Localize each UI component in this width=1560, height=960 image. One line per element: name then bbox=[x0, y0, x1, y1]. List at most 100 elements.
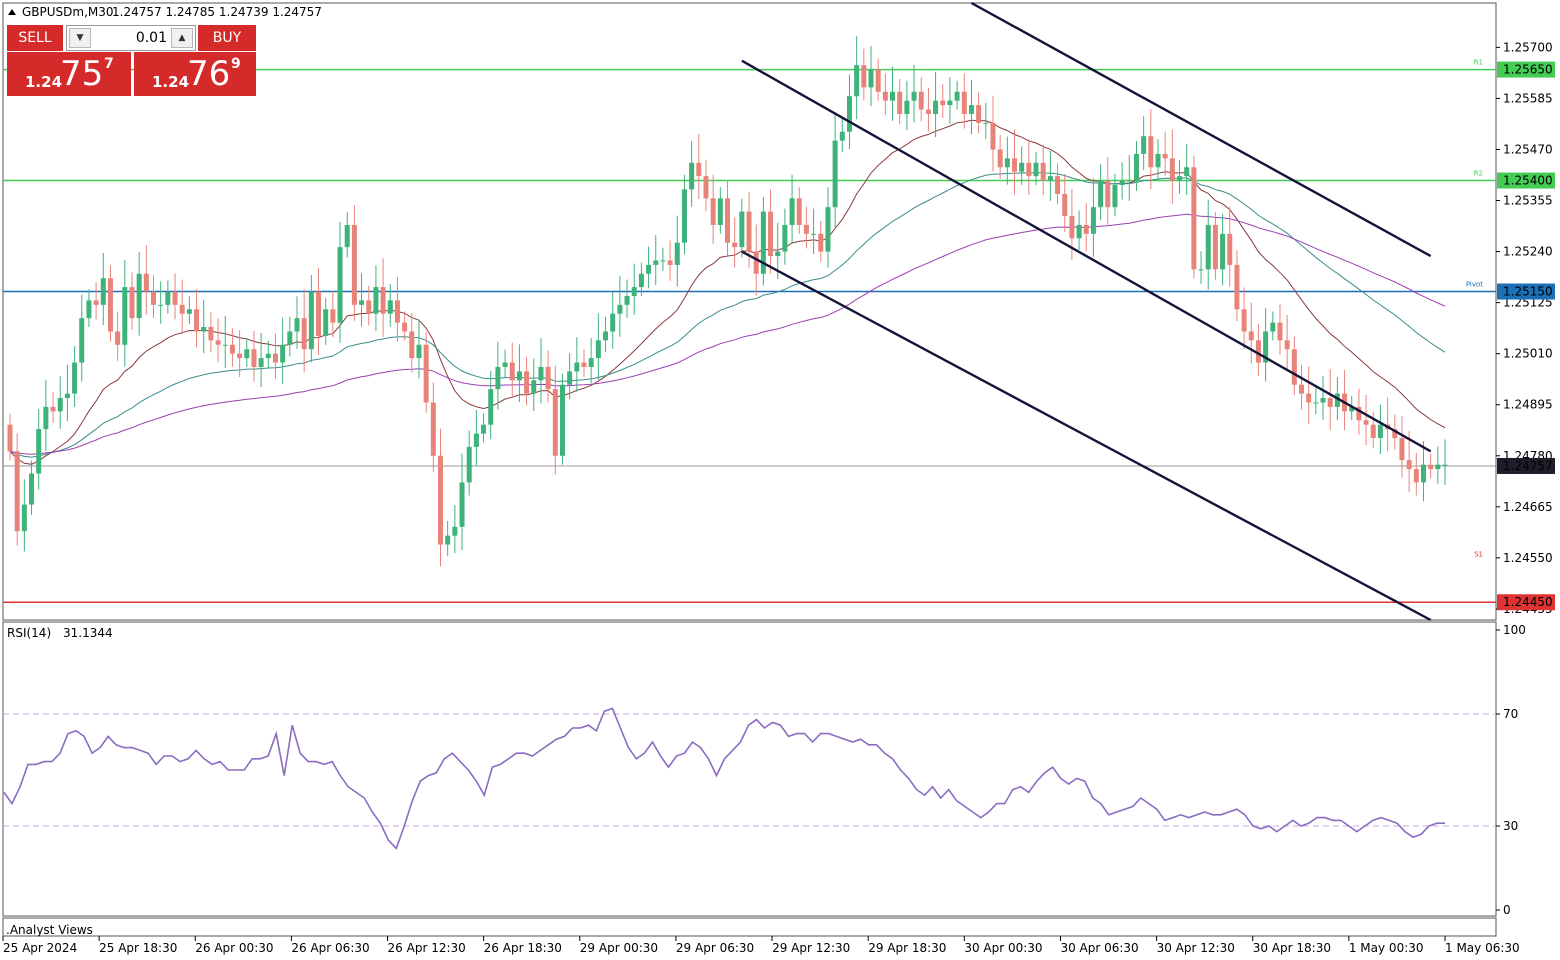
candle-body[interactable] bbox=[976, 105, 982, 123]
candle-body[interactable] bbox=[143, 273, 149, 292]
candle-body[interactable] bbox=[818, 233, 824, 252]
chevron-up-icon[interactable]: ▲ bbox=[171, 28, 193, 48]
candle-body[interactable] bbox=[244, 349, 250, 359]
candle-body[interactable] bbox=[459, 482, 465, 527]
candle-body[interactable] bbox=[1270, 322, 1276, 332]
candle-body[interactable] bbox=[1047, 176, 1053, 181]
candle-body[interactable] bbox=[509, 362, 515, 381]
candle-body[interactable] bbox=[502, 362, 508, 367]
candle-body[interactable] bbox=[29, 473, 35, 505]
candle-body[interactable] bbox=[1299, 384, 1304, 394]
candle-body[interactable] bbox=[308, 291, 314, 350]
candle-body[interactable] bbox=[875, 69, 881, 92]
candle-body[interactable] bbox=[739, 211, 745, 248]
candle-body[interactable] bbox=[1026, 162, 1032, 177]
candle-body[interactable] bbox=[21, 504, 27, 532]
candle-body[interactable] bbox=[882, 91, 888, 101]
candle-body[interactable] bbox=[954, 91, 960, 101]
candle-body[interactable] bbox=[359, 300, 365, 305]
candle-body[interactable] bbox=[1169, 158, 1175, 181]
candle-body[interactable] bbox=[574, 362, 580, 372]
candle-body[interactable] bbox=[416, 344, 422, 359]
channel-line[interactable] bbox=[741, 250, 1432, 622]
candle-body[interactable] bbox=[1349, 406, 1355, 412]
candle-body[interactable] bbox=[925, 109, 931, 114]
candle-body[interactable] bbox=[710, 198, 716, 225]
candle-body[interactable] bbox=[100, 278, 106, 305]
candle-body[interactable] bbox=[897, 91, 903, 114]
candle-body[interactable] bbox=[839, 131, 845, 141]
candle-body[interactable] bbox=[696, 162, 702, 177]
candle-body[interactable] bbox=[438, 455, 443, 545]
channel-line[interactable] bbox=[970, 1, 1432, 258]
candle-body[interactable] bbox=[1076, 224, 1082, 239]
candle-body[interactable] bbox=[72, 362, 78, 394]
candle-body[interactable] bbox=[1284, 340, 1290, 350]
candle-body[interactable] bbox=[1105, 180, 1111, 208]
candle-body[interactable] bbox=[545, 366, 551, 390]
candle-body[interactable] bbox=[1428, 464, 1434, 470]
candle-body[interactable] bbox=[1277, 322, 1283, 341]
candles[interactable] bbox=[7, 36, 1448, 567]
candle-body[interactable] bbox=[7, 424, 13, 452]
candle-body[interactable] bbox=[251, 349, 257, 367]
candle-body[interactable] bbox=[782, 224, 788, 252]
candle-body[interactable] bbox=[588, 358, 594, 367]
candle-body[interactable] bbox=[904, 100, 910, 114]
candle-body[interactable] bbox=[1012, 158, 1017, 172]
candle-body[interactable] bbox=[961, 91, 967, 114]
candle-body[interactable] bbox=[768, 211, 774, 257]
candle-body[interactable] bbox=[1033, 162, 1039, 177]
candle-body[interactable] bbox=[43, 406, 49, 430]
candle-body[interactable] bbox=[603, 331, 609, 341]
lot-size-stepper[interactable]: ▼ 0.01 ▲ bbox=[66, 25, 196, 51]
candle-body[interactable] bbox=[516, 371, 522, 381]
candle-body[interactable] bbox=[617, 304, 623, 314]
candle-body[interactable] bbox=[1112, 184, 1118, 208]
candle-body[interactable] bbox=[107, 278, 113, 332]
candle-body[interactable] bbox=[1306, 393, 1312, 403]
candle-body[interactable] bbox=[1420, 464, 1426, 483]
candle-body[interactable] bbox=[1141, 136, 1147, 154]
candle-body[interactable] bbox=[280, 344, 286, 363]
candle-body[interactable] bbox=[466, 446, 472, 483]
candle-body[interactable] bbox=[674, 242, 680, 265]
candle-body[interactable] bbox=[50, 406, 56, 412]
candle-body[interactable] bbox=[947, 100, 953, 106]
candle-body[interactable] bbox=[689, 162, 695, 190]
candle-body[interactable] bbox=[79, 318, 85, 363]
candle-body[interactable] bbox=[366, 300, 372, 314]
candle-body[interactable] bbox=[1370, 424, 1376, 439]
candle-body[interactable] bbox=[703, 176, 709, 199]
buy-button[interactable]: BUY bbox=[198, 25, 256, 51]
candle-body[interactable] bbox=[717, 198, 723, 225]
candle-body[interactable] bbox=[1004, 158, 1010, 168]
candle-body[interactable] bbox=[552, 389, 558, 456]
candle-body[interactable] bbox=[93, 300, 99, 305]
candle-body[interactable] bbox=[1313, 402, 1319, 404]
candle-body[interactable] bbox=[430, 402, 436, 456]
candle-body[interactable] bbox=[595, 340, 601, 359]
candle-body[interactable] bbox=[997, 149, 1003, 168]
candle-body[interactable] bbox=[624, 295, 630, 305]
candle-body[interactable] bbox=[1148, 136, 1154, 168]
candle-body[interactable] bbox=[136, 273, 142, 319]
candle-body[interactable] bbox=[861, 65, 867, 88]
candle-body[interactable] bbox=[631, 287, 637, 296]
candle-body[interactable] bbox=[789, 198, 795, 225]
buy-price-button[interactable]: 1.24 76 9 bbox=[134, 52, 256, 96]
candle-body[interactable] bbox=[581, 362, 587, 367]
candle-body[interactable] bbox=[1098, 180, 1104, 208]
candle-body[interactable] bbox=[1090, 207, 1096, 234]
candle-body[interactable] bbox=[1320, 398, 1326, 403]
candle-body[interactable] bbox=[1055, 176, 1061, 194]
candle-body[interactable] bbox=[57, 398, 63, 412]
candle-body[interactable] bbox=[1212, 224, 1218, 270]
lot-size-input[interactable]: 0.01 bbox=[135, 30, 167, 46]
candle-body[interactable] bbox=[179, 304, 185, 314]
candle-body[interactable] bbox=[1263, 331, 1269, 363]
candle-body[interactable] bbox=[1040, 162, 1046, 181]
candle-body[interactable] bbox=[229, 344, 235, 354]
candle-body[interactable] bbox=[1327, 398, 1333, 407]
